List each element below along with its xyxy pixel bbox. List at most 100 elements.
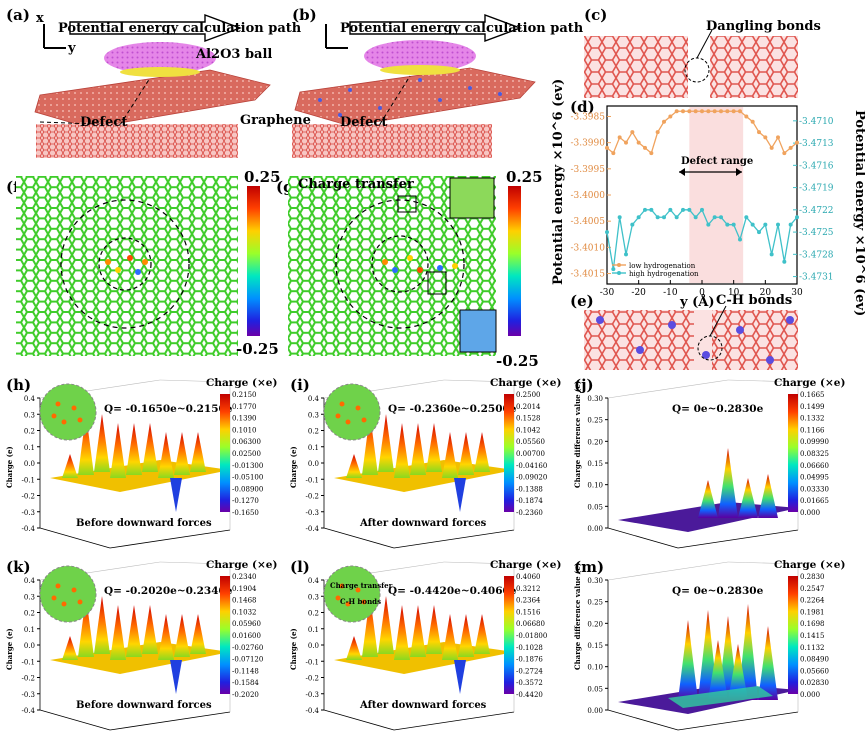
inset-ch-bonds-label: C-H bonds (340, 597, 381, 606)
z-tick-label: 0.25 (587, 417, 603, 425)
surface-peak (442, 432, 458, 478)
data-point-right (725, 222, 730, 227)
colorbar-title: Charge (×e) (774, 559, 845, 571)
y-tick-label: -3.3985 (570, 112, 605, 122)
inset-atom (361, 417, 367, 423)
z-tick-label: -0.3 (22, 509, 36, 517)
surface-peak (426, 605, 442, 654)
x-tick-label: -30 (600, 288, 615, 298)
surface-peak (758, 474, 778, 518)
legend-marker-low (617, 263, 621, 267)
z-tick-label: -0.2 (22, 493, 36, 501)
charge-range-label: Q= -0.2020e~0.2340e (104, 585, 233, 597)
colorbar-tick-label: 0.01665 (800, 497, 829, 505)
surface-peak (110, 605, 126, 660)
colorbar-tick-label: -0.1270 (232, 497, 259, 505)
surface-peak (158, 614, 174, 660)
panel-caption: Before downward forces (76, 700, 212, 711)
legend-marker-high (617, 271, 621, 275)
data-point-left (643, 145, 647, 150)
colorbar-tick-label: 0.000 (800, 509, 820, 517)
data-point-left (750, 119, 755, 124)
defect-label-b: Defect (340, 115, 387, 130)
z-tick-label: 0.10 (587, 482, 603, 490)
z-tick-label: -0.3 (306, 509, 320, 517)
back-edge (159, 379, 231, 383)
colorbar (220, 394, 230, 512)
contact-zone (120, 67, 200, 77)
z-tick-label: -0.2 (22, 675, 36, 683)
surface-peak (94, 596, 110, 654)
data-point-left (738, 109, 742, 114)
colorbar-tick-label: -0.09020 (516, 474, 547, 482)
z-tick-label: -0.4 (22, 525, 36, 533)
colorbar-title: Charge (×e) (490, 377, 561, 389)
z-tick-label: -0.3 (22, 691, 36, 699)
data-point-right (605, 230, 609, 235)
y-tick-label: -3.4015 (570, 270, 605, 280)
outer-circle (335, 199, 465, 329)
panel-c-label: (c) (584, 6, 607, 24)
surface-peak (78, 414, 94, 475)
data-point-left (706, 109, 711, 114)
colorbar-tick-label: -0.1874 (516, 497, 543, 505)
data-point-right (649, 207, 654, 212)
data-point-left (769, 145, 774, 150)
surface-trough (170, 660, 182, 694)
x-tick-label: 30 (791, 288, 803, 298)
colorbar-tick-label: 0.000 (800, 691, 820, 699)
data-point-left (674, 109, 679, 114)
y-tick-label: -3.4005 (570, 217, 605, 227)
z-tick-label: 0.4 (24, 577, 36, 585)
z-tick-label: 0.1 (308, 626, 319, 634)
inset-atom (77, 417, 83, 423)
colorbar (788, 576, 798, 694)
z-tick-label: 0.2 (24, 610, 35, 618)
y2-tick-label: -3.4725 (799, 228, 834, 238)
data-point-right (674, 215, 679, 220)
data-point-right (687, 207, 692, 212)
z-tick-label: 0.1 (24, 626, 35, 634)
colorbar-tick-label: 0.04995 (800, 474, 829, 482)
panel-b-label: (b) (292, 6, 317, 24)
inset-atom (51, 595, 57, 601)
z-tick-label: 0.25 (587, 599, 603, 607)
surface-trough (170, 478, 182, 512)
colorbar-tick-label: -0.04160 (516, 462, 547, 470)
surface-peak (442, 614, 458, 660)
surface-peak (190, 432, 206, 472)
panel-m: (m)0.30 0.25 0.20 0.15 0.10 0.05 0.00 Charge di… (573, 558, 845, 731)
surface-peak (190, 614, 206, 654)
colorbar-tick-label: 0.1665 (800, 391, 825, 399)
panel-j: (j)0.30 0.25 0.20 0.15 0.10 0.05 0.00 Charge di… (573, 376, 845, 549)
defect-strip (36, 124, 238, 158)
data-point-left (712, 109, 717, 114)
defect-range-label: Defect range (681, 156, 753, 167)
surface-peak (142, 605, 158, 654)
colorbar-tick-label: 0.06660 (800, 462, 829, 470)
colorbar-tick-label: 0.1770 (232, 403, 257, 411)
colorbar-tick-label: 0.1042 (516, 426, 541, 434)
surface-peak (142, 423, 158, 472)
data-point-left (795, 140, 799, 145)
x-tick-label: 10 (728, 288, 740, 298)
inset-atoms (39, 565, 97, 623)
zoom-inset-bottom (459, 309, 497, 353)
z-tick-label: 0.0 (308, 460, 319, 468)
y-axis (109, 711, 231, 731)
ball-label: Al2O3 ball (195, 47, 272, 62)
x-axis (607, 709, 679, 731)
zoom-inset-top (449, 177, 495, 219)
back-edge (607, 561, 729, 581)
z-tick-label: 0.1 (308, 444, 319, 452)
inset-atom (61, 601, 67, 607)
data-point-left (719, 109, 723, 114)
z-tick-label: 0.0 (24, 460, 35, 468)
z-tick-label: 0.4 (308, 577, 320, 585)
surface-ridge (668, 686, 773, 708)
panel-b-title: Potential energy calculation path (340, 21, 584, 36)
outer-circle (60, 199, 190, 329)
data-point-right (611, 267, 616, 272)
dangling-bonds-label: Dangling bonds (706, 19, 821, 34)
data-point-right (630, 222, 635, 227)
